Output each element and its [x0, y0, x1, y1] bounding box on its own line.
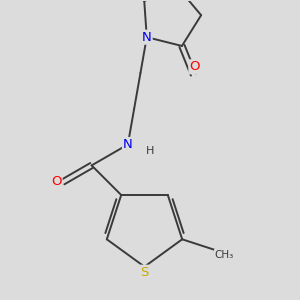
Text: CH₃: CH₃ [215, 250, 234, 260]
Text: H: H [146, 146, 154, 156]
Text: S: S [140, 266, 149, 279]
Text: N: N [123, 138, 133, 151]
Text: O: O [189, 60, 200, 73]
Text: O: O [51, 176, 62, 188]
Text: N: N [142, 31, 152, 44]
